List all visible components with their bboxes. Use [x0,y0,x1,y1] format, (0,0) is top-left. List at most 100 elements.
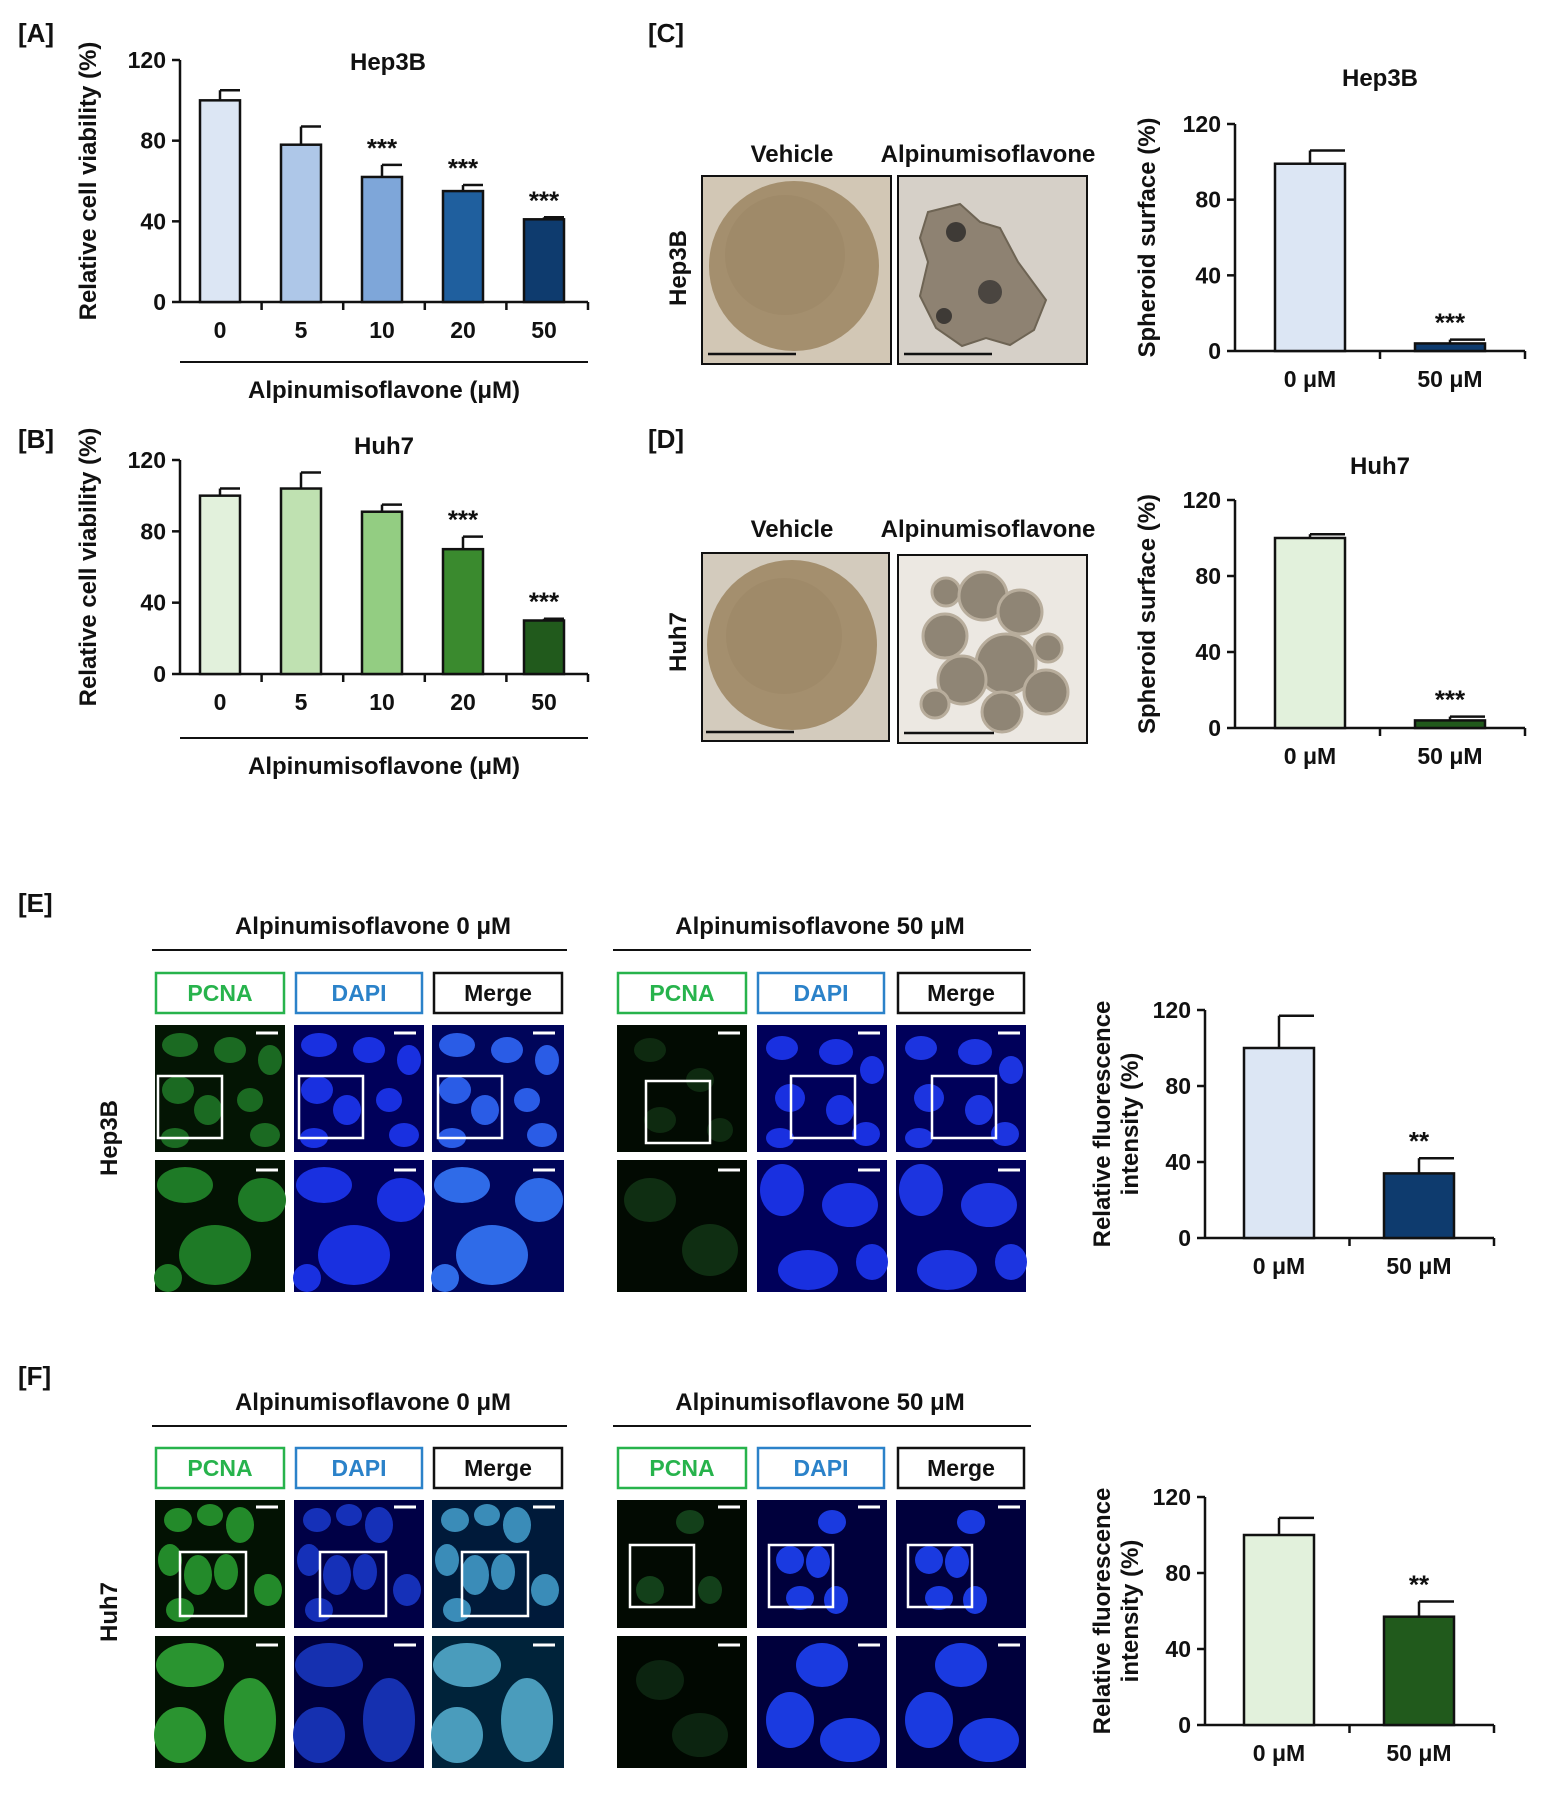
zoom-box [436,1074,504,1140]
chart-title: Huh7 [354,433,414,460]
vehicle-label: Vehicle [751,516,834,543]
dapi-nuclei [293,1167,425,1292]
y-tick-label: 80 [1165,1073,1191,1099]
bar-chart-hep3b-fluorescence: 0 40 80 120 0 μM ** 50 μM Relative fluorescence… [1089,997,1496,1279]
y-tick-label: 120 [1153,1484,1191,1510]
bar [1413,719,1487,730]
merge-label-box [432,1446,564,1490]
significance-label: *** [448,153,479,183]
pcna-label: PCNA [649,1455,714,1481]
y-tick-label: 40 [1195,262,1221,288]
significance-label: *** [529,185,560,215]
merge-label: Merge [927,980,995,1006]
merge-label: Merge [927,1455,995,1481]
bar [1382,1615,1456,1727]
dapi-nuclei [766,1643,880,1762]
pcna-nuclei [636,1660,728,1757]
dapi-nuclei [766,1036,884,1148]
y-tick-label: 120 [1183,487,1221,513]
significance-label: *** [529,587,560,617]
y-tick-label: 120 [128,447,166,473]
if-panel-e: Alpinumisoflavone 0 μM Alpinumisoflavone… [96,913,1031,1292]
bar [441,189,485,304]
merge-nuclei [438,1033,559,1148]
pcna-nuclei [158,1504,282,1622]
merge-label: Merge [464,980,532,1006]
bar [198,494,242,676]
chart-title: Hep3B [1342,65,1418,92]
bar [1273,536,1347,730]
pcna-nuclei [154,1167,286,1292]
panel-label-d: [D] [648,424,684,454]
chart-title: Huh7 [1350,453,1410,480]
dapi-nuclei [300,1033,421,1148]
x-tick-label: 50 μM [1386,1253,1451,1279]
merge-nuclei [435,1504,559,1622]
panel-label-a: [A] [18,18,54,48]
x-tick-label: 0 μM [1284,366,1336,392]
y-tick-label: 0 [1208,338,1221,364]
bar-chart-huh7-fluorescence: 0 40 80 120 0 μM ** 50 μM Relative fluorescence… [1089,1484,1496,1766]
y-tick-label: 0 [153,661,166,687]
x-axis-label: Alpinumisoflavone (μM) [248,753,520,780]
y-axis-label: Spheroid surface (%) [1134,117,1161,357]
x-tick-label: 50 [531,689,557,715]
x-tick-label: 20 [450,317,476,343]
y-tick-label: 80 [140,518,166,544]
bar [360,175,404,304]
header-0uM: Alpinumisoflavone 0 μM [235,913,511,940]
chart-title: Hep3B [350,49,426,76]
dapi-label: DAPI [794,1455,849,1481]
pcna-label: PCNA [187,1455,252,1481]
dapi-label: DAPI [332,1455,387,1481]
y-tick-label: 40 [1195,639,1221,665]
dapi-nuclei [293,1643,415,1763]
header-50uM: Alpinumisoflavone 50 μM [675,1389,964,1416]
bar-chart-huh7-viability: Huh7 0 40 80 120 0 5 10 *** 20 *** 50 Alpinumisoflav… [75,428,590,780]
x-tick-label: 0 [214,317,227,343]
header-0uM: Alpinumisoflavone 0 μM [235,1389,511,1416]
spheroid-vehicle-core [725,195,845,315]
bar [1242,1533,1316,1727]
row-label-huh7: Huh7 [665,612,692,672]
zoom-box [906,1543,974,1609]
y-axis-label: Relative cell viability (%) [75,428,102,707]
panel-label-c: [C] [648,18,684,48]
y-tick-label: 0 [1178,1225,1191,1251]
spheroid-vehicle-core [726,578,842,694]
header-50uM: Alpinumisoflavone 50 μM [675,913,964,940]
pcna-nuclei [636,1510,722,1604]
merge-nuclei [905,1643,1019,1762]
significance-label: *** [448,505,479,535]
pcna-nuclei [624,1178,738,1276]
merge-label-box [896,1446,1026,1490]
spheroid-cluster [919,570,1070,734]
panel-label-b: [B] [18,424,54,454]
x-tick-label: 0 μM [1253,1253,1305,1279]
bar [1273,162,1347,353]
bar-chart-huh7-spheroid: Huh7 0 40 80 120 0 μM *** 50 μM Spheroid surface… [1134,453,1527,769]
x-tick-label: 50 [531,317,557,343]
significance-label: ** [1409,1126,1430,1156]
dark-spot [936,308,952,324]
merge-label-box [896,971,1026,1015]
y-tick-label: 120 [128,47,166,73]
treatment-label: Alpinumisoflavone [881,141,1096,168]
row-label-hep3b: Hep3B [665,230,692,306]
y-tick-label: 0 [1208,715,1221,741]
x-tick-label: 5 [295,689,308,715]
pcna-label-box [616,971,748,1015]
pcna-nuclei [154,1643,276,1763]
vehicle-label: Vehicle [751,141,834,168]
bar [1242,1046,1316,1240]
significance-label: *** [367,133,398,163]
zoom-box [930,1074,998,1140]
merge-nuclei [905,1036,1023,1148]
y-tick-label: 0 [153,289,166,315]
dapi-label-box [294,1446,424,1490]
bar [441,547,485,676]
panel-label-e: [E] [18,888,53,918]
x-tick-label: 20 [450,689,476,715]
bar [360,510,404,676]
y-tick-label: 40 [1165,1149,1191,1175]
